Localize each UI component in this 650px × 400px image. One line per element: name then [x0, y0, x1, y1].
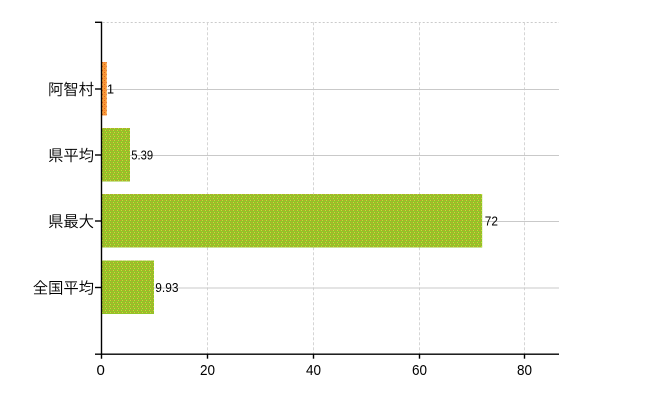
- svg-text:1: 1: [107, 81, 114, 96]
- svg-text:72: 72: [485, 213, 498, 228]
- svg-text:0: 0: [97, 362, 105, 379]
- svg-text:5.39: 5.39: [131, 147, 153, 162]
- svg-text:20: 20: [200, 362, 215, 379]
- svg-text:80: 80: [517, 362, 532, 379]
- svg-text:60: 60: [412, 362, 427, 379]
- svg-text:40: 40: [306, 362, 321, 379]
- svg-text:9.93: 9.93: [155, 280, 178, 295]
